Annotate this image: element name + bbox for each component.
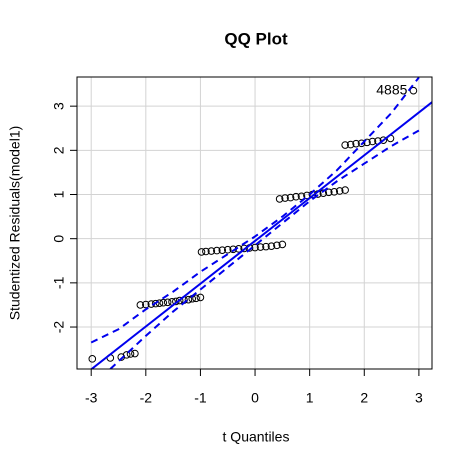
data-point [213,246,221,255]
x-tick-label: -2 [140,390,153,406]
data-point [297,192,306,201]
data-point [286,193,295,202]
y-tick-label: -2 [51,321,67,334]
data-point [163,298,172,307]
plot-area [88,77,432,369]
data-point [192,294,200,303]
data-point [136,301,145,309]
data-point [281,194,289,202]
data-point [175,296,184,305]
data-point [151,299,160,308]
x-tick-label: 0 [251,390,259,406]
data-point [202,247,210,256]
y-axis-label: Studentized Residuals(model1) [7,126,23,321]
x-axis-label: t Quantiles [223,429,290,445]
x-tick-label: -1 [194,390,207,406]
data-point [159,298,168,307]
data-point [256,243,265,251]
data-point [330,188,339,196]
data-point [122,351,131,359]
data-point [273,241,281,250]
data-point [184,295,193,304]
data-point [357,139,366,148]
data-point [379,136,388,144]
data-point [207,247,216,255]
y-tick-label: 2 [51,146,67,154]
data-point [240,244,248,253]
confidence-band [109,129,420,369]
data-point [267,242,276,250]
y-tick-label: 0 [51,235,67,243]
data-point [278,240,287,249]
x-tick-label: 1 [306,390,314,406]
confidence-band [90,77,420,344]
data-point [303,191,311,200]
plot-frame [76,76,433,370]
y-tick-label: 1 [51,190,67,198]
data-point [275,195,284,203]
data-point [262,242,270,251]
point-annotation: 4885 [376,81,407,97]
reference-line [90,101,432,369]
data-point [88,355,97,363]
data-point [352,139,360,148]
data-point [324,188,333,197]
data-point [131,349,139,358]
chart-title: QQ Plot [224,29,288,48]
data-point [292,192,300,201]
data-point [341,186,349,194]
x-tick-label: -3 [85,390,98,406]
data-point [196,293,205,302]
data-point [142,300,150,309]
data-point [319,189,328,197]
grid [77,77,432,369]
data-point [341,141,349,149]
data-point [197,248,206,256]
data-point [409,86,418,95]
x-tick-label: 2 [360,390,368,406]
data-point [346,140,355,149]
data-point [218,246,227,254]
y-tick-label: 3 [51,102,67,110]
data-point [368,137,377,146]
x-tick-label: 3 [415,390,423,406]
data-point [223,245,232,254]
y-tick-label: -1 [51,276,67,289]
data-point [335,187,344,195]
